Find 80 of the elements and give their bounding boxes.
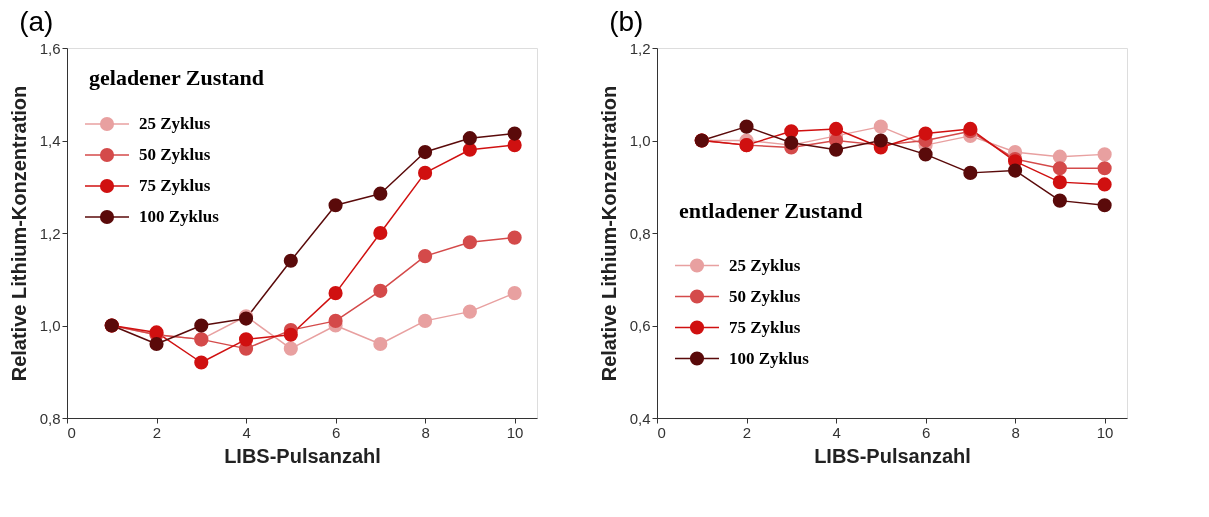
point: [1097, 198, 1112, 213]
x-tick-label: 0: [67, 423, 76, 441]
legend-label: 25 Zyklus: [139, 114, 211, 133]
x-tick-label: 0: [657, 423, 666, 441]
point: [373, 283, 388, 298]
point: [373, 336, 388, 352]
point: [462, 235, 477, 250]
point: [328, 286, 343, 301]
y-tick-label: 1,6: [39, 39, 61, 57]
point: [194, 318, 209, 333]
y-tick-label: 1,2: [629, 39, 651, 57]
x-tick-label: 10: [1096, 423, 1114, 441]
y-tick-label: 1,0: [39, 317, 61, 334]
point: [328, 198, 343, 213]
point: [828, 142, 844, 157]
point: [1052, 193, 1067, 208]
legend-label: 50 Zyklus: [139, 145, 211, 164]
x-tick-label: 4: [832, 423, 841, 441]
x-tick-label: 8: [1011, 423, 1020, 441]
point: [1052, 175, 1067, 190]
point: [373, 186, 388, 201]
point: [418, 313, 433, 328]
x-tick-label: 10: [506, 423, 524, 441]
y-tick-label: 0,6: [629, 317, 651, 334]
point: [238, 332, 254, 347]
x-axis-title: LIBS-Pulsanzahl: [814, 444, 971, 467]
point: [963, 165, 978, 180]
point: [507, 126, 522, 141]
point: [194, 355, 209, 370]
legend-label: 50 Zyklus: [729, 286, 801, 306]
y-axis-title: Relative Lithium-Konzentration: [7, 85, 30, 382]
x-tick-label: 2: [152, 423, 162, 441]
point: [462, 131, 477, 146]
chart-title: (a): [19, 6, 54, 37]
legend-label: 75 Zyklus: [139, 176, 211, 195]
point: [283, 327, 298, 342]
y-tick-label: 1,2: [39, 224, 61, 242]
point: [873, 119, 888, 134]
annotation: entladener Zustand: [679, 197, 863, 223]
y-tick-label: 0,8: [39, 409, 61, 427]
point: [507, 138, 522, 153]
point: [918, 126, 933, 141]
legend-label: 100 Zyklus: [139, 207, 220, 226]
legend-label: 25 Zyklus: [729, 255, 801, 275]
point: [739, 119, 754, 134]
x-tick-label: 6: [331, 423, 341, 441]
y-tick-label: 0,4: [629, 409, 651, 427]
point: [462, 304, 477, 319]
chart-title: (b): [609, 6, 644, 37]
point: [149, 336, 164, 352]
point: [462, 142, 477, 157]
point: [918, 147, 933, 162]
y-tick-label: 0,8: [629, 224, 651, 242]
point: [283, 253, 298, 268]
point: [328, 313, 343, 328]
point: [373, 225, 388, 241]
legend-label: 100 Zyklus: [729, 348, 810, 368]
legend-label: 75 Zyklus: [729, 317, 801, 337]
y-tick-label: 1,0: [629, 132, 651, 149]
point: [283, 341, 298, 356]
point: [418, 249, 433, 264]
x-tick-label: 6: [921, 423, 931, 441]
point: [828, 121, 844, 136]
point: [418, 165, 433, 180]
point: [1097, 161, 1112, 176]
y-axis-title: Relative Lithium-Konzentration: [597, 85, 620, 382]
x-tick-label: 8: [421, 423, 430, 441]
point: [1008, 163, 1023, 178]
x-tick-label: 2: [742, 423, 752, 441]
point: [1097, 177, 1112, 192]
x-tick-label: 4: [242, 423, 251, 441]
point: [1097, 147, 1112, 162]
annotation: geladener Zustand: [89, 65, 265, 90]
point: [507, 230, 522, 245]
point: [1052, 161, 1067, 176]
point: [873, 133, 888, 148]
point: [418, 145, 433, 160]
point: [507, 286, 522, 301]
x-axis-title: LIBS-Pulsanzahl: [224, 444, 381, 467]
y-tick-label: 1,4: [39, 132, 61, 149]
